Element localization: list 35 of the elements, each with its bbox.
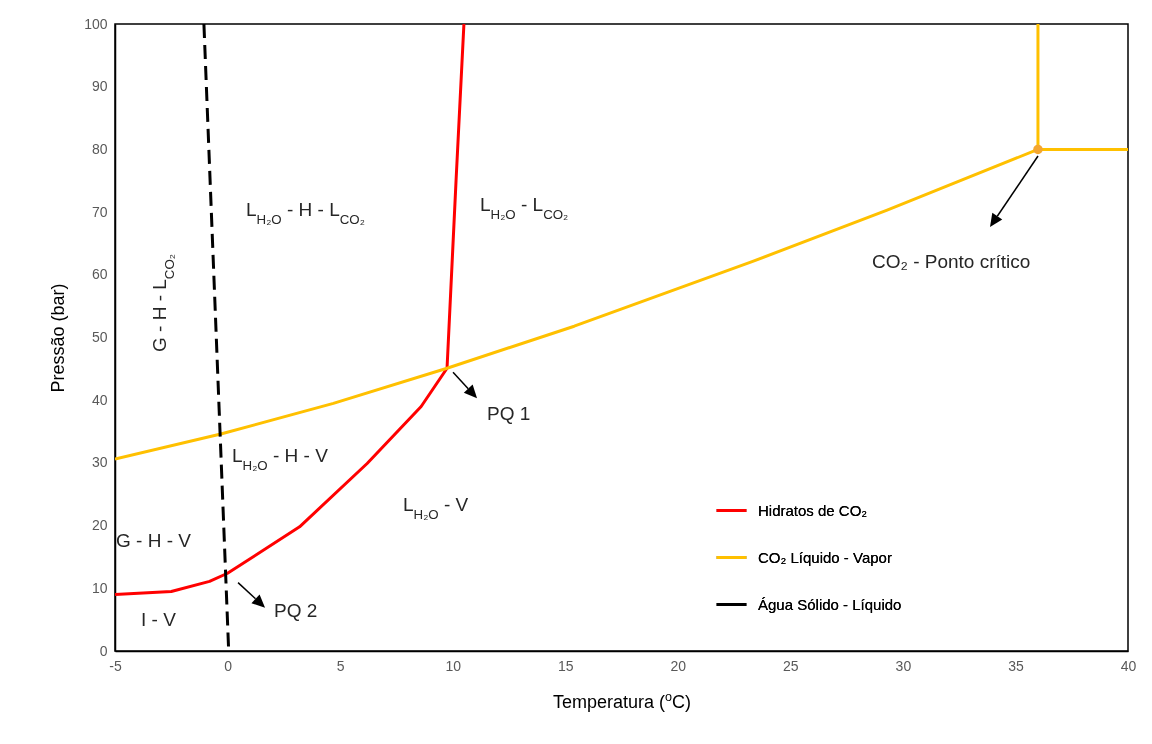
annotation: L$_{H₂O}$ - V <box>403 494 469 522</box>
y-tick-label: 0 <box>99 642 108 659</box>
annotation: L$_{H₂O}$ - L$_{CO₂}$ <box>480 194 569 222</box>
x-tick-label: 20 <box>670 657 687 674</box>
y-tick-label: 20 <box>91 517 108 534</box>
x-tick-label: 0 <box>224 657 233 674</box>
x-tick-label: 30 <box>895 657 912 674</box>
annotation: L$_{H₂O}$ - H - L$_{CO₂}$ <box>246 199 365 227</box>
y-tick-label: 30 <box>91 454 108 471</box>
annotation: CO₂ - Ponto crítico <box>872 251 1031 272</box>
x-axis-title: Temperatura ($^{o}$C) <box>552 689 692 712</box>
x-tick-label: -5 <box>109 657 122 674</box>
y-tick-label: 70 <box>91 203 108 220</box>
x-tick-label: 10 <box>445 657 462 674</box>
x-tick-label: 40 <box>1120 657 1137 674</box>
x-tick-label: 35 <box>1008 657 1024 674</box>
legend-label: Hidratos de CO₂ <box>758 501 868 519</box>
x-tick-label: 25 <box>783 657 799 674</box>
y-tick-label: 90 <box>91 78 108 95</box>
legend-label: CO₂ Líquido - Vapor <box>758 548 892 566</box>
y-tick-label: 100 <box>84 15 108 32</box>
y-tick-label: 10 <box>91 579 108 596</box>
y-axis-title: Pressão (bar) <box>48 283 69 393</box>
annotation: PQ 1 <box>487 403 531 425</box>
annotation: L$_{H₂O}$ - H - V <box>232 445 329 473</box>
y-tick-label: 80 <box>91 140 108 157</box>
legend-label: Água Sólido - Líquido <box>758 595 902 613</box>
annotation: PQ 2 <box>274 599 318 621</box>
annotation: I - V <box>141 609 177 630</box>
y-tick-label: 60 <box>91 266 108 283</box>
y-tick-label: 40 <box>91 391 108 408</box>
annotation: G - H - V <box>116 530 192 551</box>
x-tick-label: 5 <box>336 657 345 674</box>
x-tick-label: 15 <box>557 657 574 674</box>
y-tick-label: 50 <box>91 329 108 345</box>
